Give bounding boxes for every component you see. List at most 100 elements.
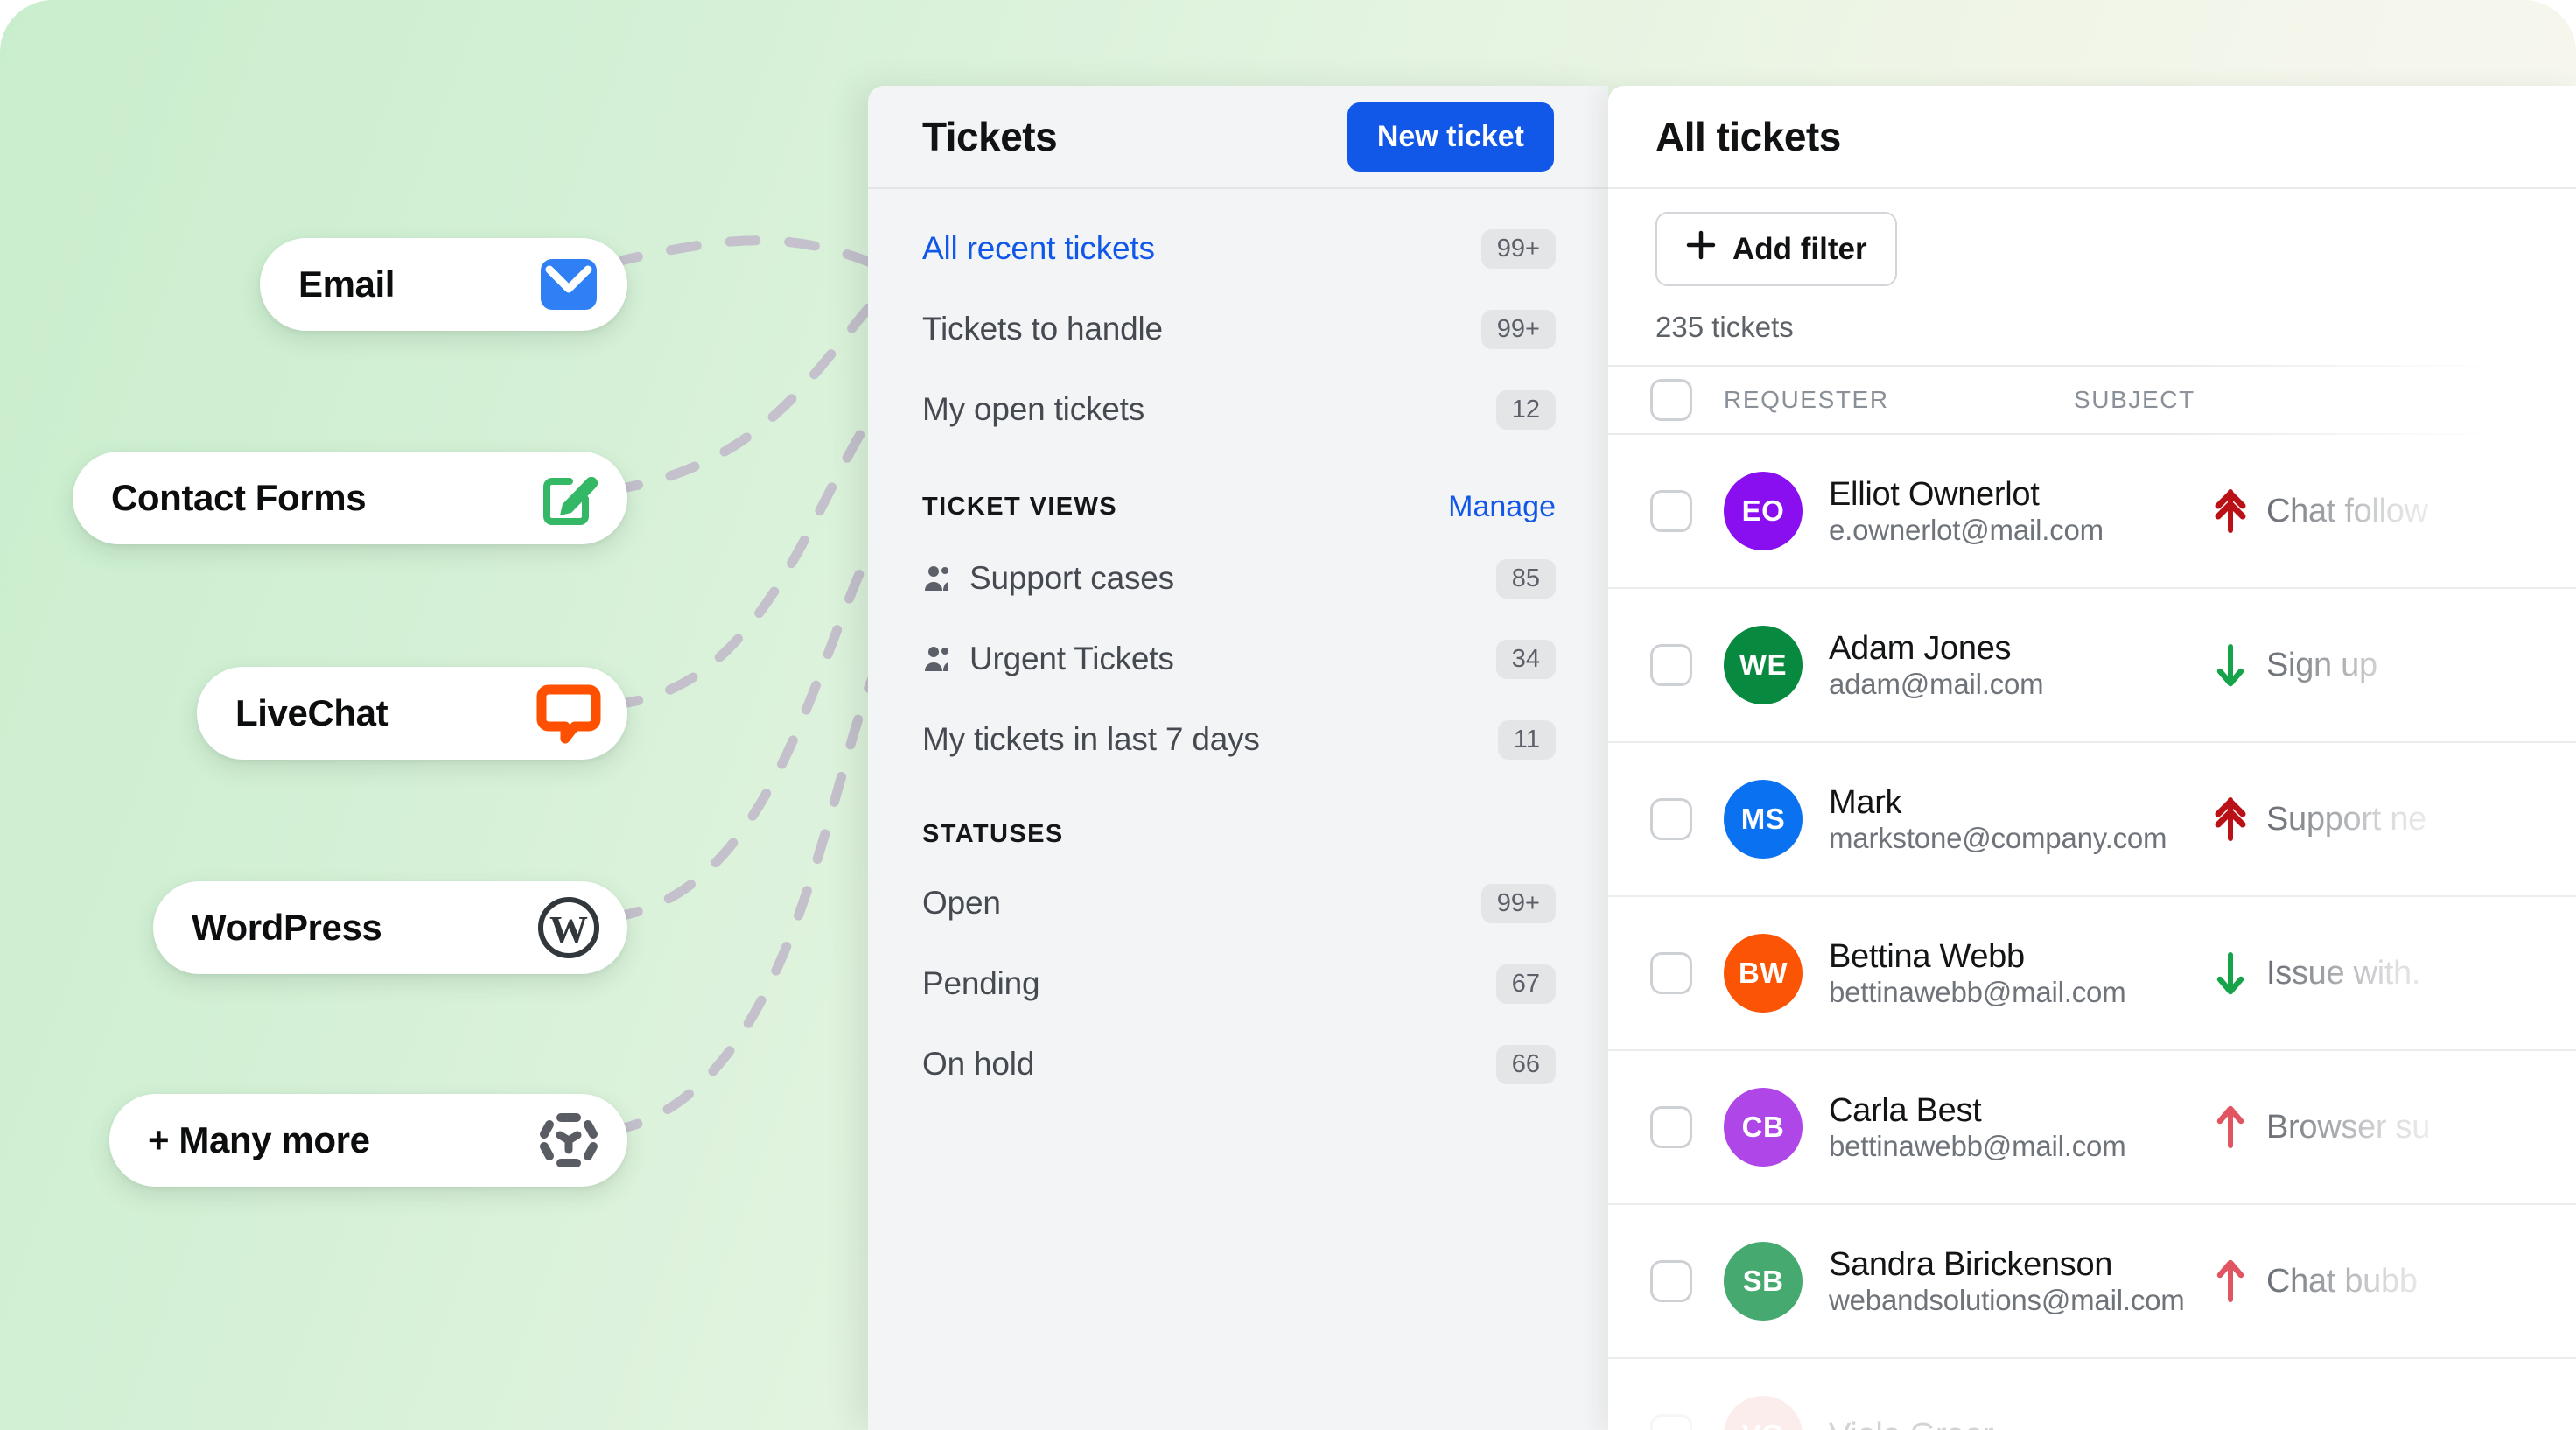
sidebar-item-urgent-tickets[interactable]: Urgent Tickets 34	[868, 619, 1608, 699]
filter-bar: Add filter	[1608, 189, 2576, 305]
sidebar-item-my-open-tickets[interactable]: My open tickets 12	[868, 369, 1608, 450]
table-row[interactable]: EO Elliot Ownerlot e.ownerlot@mail.com C…	[1608, 435, 2576, 589]
requester-email: e.ownerlot@mail.com	[1829, 513, 2104, 546]
avatar: BW	[1724, 934, 1802, 1013]
requester-cell: Mark markstone@company.com	[1829, 784, 2214, 855]
requester-email: markstone@company.com	[1829, 821, 2167, 854]
arrow-up-icon	[2214, 1104, 2247, 1150]
ticket-views-section-header: TICKET VIEWS Manage	[868, 450, 1608, 538]
table-row[interactable]: SB Sandra Birickenson webandsolutions@ma…	[1608, 1205, 2576, 1359]
sidebar-item-badge: 99+	[1480, 309, 1556, 349]
sidebar-header: Tickets New ticket	[868, 86, 1608, 189]
ticket-views-list: Support cases 85 Urgent Tickets	[868, 538, 1608, 780]
row-checkbox[interactable]	[1650, 798, 1692, 840]
requester-name: Adam Jones	[1829, 629, 2012, 667]
edit-square-icon	[536, 466, 601, 530]
channel-pill-email[interactable]: Email	[260, 238, 627, 331]
requester-cell: Carla Best bettinawebb@mail.com	[1829, 1092, 2214, 1163]
sidebar-item-on-hold[interactable]: On hold 66	[868, 1024, 1608, 1104]
new-ticket-button[interactable]: New ticket	[1347, 102, 1554, 172]
subject-cell: Sign up	[2214, 642, 2576, 688]
sidebar-item-pending[interactable]: Pending 67	[868, 943, 1608, 1024]
row-checkbox[interactable]	[1650, 644, 1692, 686]
table-row[interactable]: BW Bettina Webb bettinawebb@mail.com Iss…	[1608, 897, 2576, 1051]
avatar: CB	[1724, 1088, 1802, 1167]
channel-label: LiveChat	[235, 692, 388, 733]
table-row[interactable]: CB Carla Best bettinawebb@mail.com Brows…	[1608, 1051, 2576, 1205]
row-checkbox[interactable]	[1650, 1414, 1692, 1430]
requester-name: Bettina Webb	[1829, 937, 2025, 975]
main-title: All tickets	[1656, 114, 1841, 159]
sidebar-item-badge: 66	[1495, 1044, 1556, 1084]
tickets-main-panel: All tickets Add filter 235 tickets REQUE…	[1608, 86, 2576, 1430]
channel-pill-contact-forms[interactable]: Contact Forms	[73, 452, 627, 544]
sidebar-item-all-recent-tickets[interactable]: All recent tickets 99+	[868, 208, 1608, 289]
row-checkbox[interactable]	[1650, 1106, 1692, 1148]
row-checkbox[interactable]	[1650, 952, 1692, 994]
sidebar-item-label: Open	[922, 885, 1001, 921]
column-header-subject[interactable]: SUBJECT	[2074, 386, 2195, 413]
chat-bubble-icon	[536, 681, 601, 746]
add-filter-button[interactable]: Add filter	[1656, 212, 1897, 286]
sidebar-item-badge: 34	[1495, 639, 1556, 679]
subject-cell: Issue with.	[2214, 950, 2576, 996]
requester-email: bettinawebb@mail.com	[1829, 975, 2126, 1008]
sidebar-item-badge: 99+	[1480, 228, 1556, 269]
add-filter-label: Add filter	[1732, 231, 1867, 266]
main-header: All tickets	[1608, 86, 2576, 189]
requester-cell: Sandra Birickenson webandsolutions@mail.…	[1829, 1246, 2214, 1317]
section-title: TICKET VIEWS	[922, 493, 1118, 521]
manage-views-link[interactable]: Manage	[1448, 490, 1556, 523]
subject-text: Issue with.	[2266, 954, 2421, 992]
sidebar-item-badge: 85	[1495, 558, 1556, 599]
sidebar-item-tickets-to-handle[interactable]: Tickets to handle 99+	[868, 289, 1608, 369]
row-checkbox[interactable]	[1650, 490, 1692, 532]
channel-pill-many-more[interactable]: + Many more	[109, 1094, 627, 1187]
ticket-count: 235 tickets	[1656, 311, 1794, 343]
subject-text: Browser su	[2266, 1108, 2431, 1146]
sidebar-item-badge: 11	[1497, 719, 1556, 760]
quick-views-list: All recent tickets 99+ Tickets to handle…	[868, 189, 1608, 450]
requester-email: bettinawebb@mail.com	[1829, 1129, 2126, 1162]
double-chevron-up-icon	[2214, 796, 2247, 842]
sidebar-item-label: On hold	[922, 1046, 1035, 1082]
sidebar-item-label: Urgent Tickets	[970, 641, 1174, 676]
subject-cell: Chat follow	[2214, 488, 2576, 534]
sidebar-item-support-cases[interactable]: Support cases 85	[868, 538, 1608, 619]
table-row[interactable]: WE Adam Jones adam@mail.com Sign up	[1608, 589, 2576, 743]
requester-name: Elliot Ownerlot	[1829, 475, 2040, 513]
select-all-checkbox[interactable]	[1650, 379, 1692, 421]
avatar: EO	[1724, 472, 1802, 550]
double-chevron-up-icon	[2214, 488, 2247, 534]
wordpress-icon: W	[536, 895, 601, 960]
arrow-down-icon	[2214, 642, 2247, 688]
table-row[interactable]: MS Mark markstone@company.com Support ne	[1608, 743, 2576, 897]
channel-pill-wordpress[interactable]: WordPress W	[153, 881, 627, 974]
subject-text: Chat bubb	[2266, 1262, 2418, 1300]
channel-label: + Many more	[148, 1119, 370, 1160]
requester-cell: Bettina Webb bettinawebb@mail.com	[1829, 938, 2214, 1009]
avatar: MS	[1724, 780, 1802, 859]
statuses-list: Open 99+ Pending 67 On hold 66	[868, 863, 1608, 1104]
avatar: SB	[1724, 1242, 1802, 1321]
requester-name: Mark	[1829, 783, 1902, 821]
table-row[interactable]: VG Viola Greer	[1608, 1359, 2576, 1430]
channel-pill-livechat[interactable]: LiveChat	[197, 667, 627, 760]
sidebar-item-label: Support cases	[970, 560, 1174, 596]
sidebar-item-label: All recent tickets	[922, 230, 1155, 266]
people-icon	[922, 644, 952, 674]
sidebar-item-label: Pending	[922, 965, 1040, 1001]
requester-cell: Viola Greer	[1829, 1417, 2214, 1430]
row-checkbox[interactable]	[1650, 1260, 1692, 1302]
statuses-section-header: STATUSES	[868, 780, 1608, 863]
section-title: STATUSES	[922, 820, 1064, 848]
sidebar-item-my-tickets-last-7-days[interactable]: My tickets in last 7 days 11	[868, 699, 1608, 780]
arrow-up-icon	[2214, 1258, 2247, 1304]
requester-email: webandsolutions@mail.com	[1829, 1283, 2185, 1316]
sidebar-item-badge: 67	[1495, 964, 1556, 1004]
sidebar-item-open[interactable]: Open 99+	[868, 863, 1608, 943]
requester-name: Carla Best	[1829, 1091, 1982, 1129]
column-header-requester[interactable]: REQUESTER	[1724, 386, 1889, 413]
svg-text:W: W	[550, 908, 588, 951]
